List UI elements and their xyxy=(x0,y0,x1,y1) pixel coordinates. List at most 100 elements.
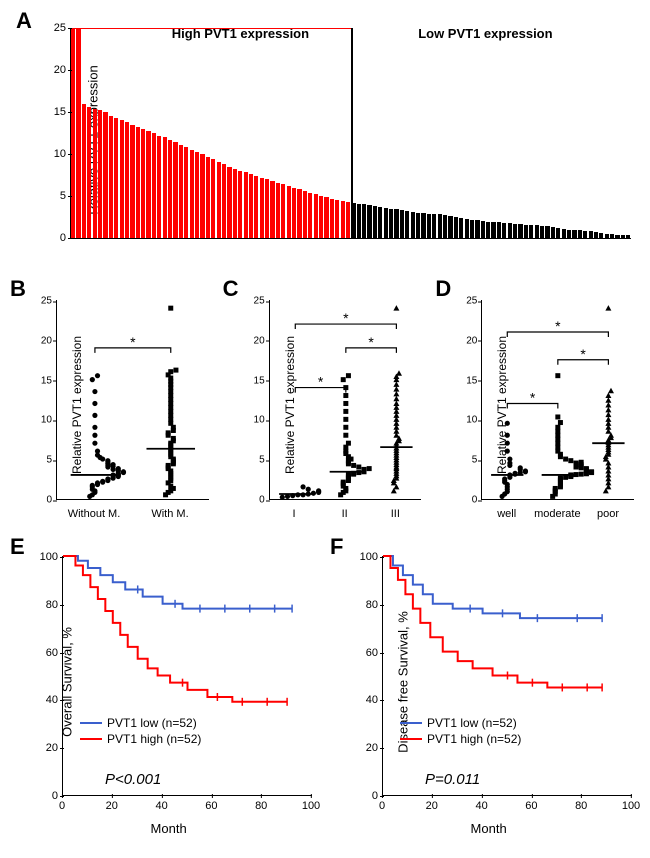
panel-a-bar xyxy=(297,189,301,238)
data-point xyxy=(279,495,284,500)
panel-a-bar xyxy=(163,137,167,238)
panel-a-bar xyxy=(308,193,312,238)
svg-text:*: * xyxy=(530,389,536,405)
data-point xyxy=(558,476,563,481)
panel-a-bar xyxy=(260,178,264,238)
data-point xyxy=(168,306,173,311)
panel-a-bar xyxy=(82,104,86,238)
panel-f-label: F xyxy=(330,534,343,560)
xtick: II xyxy=(342,508,348,520)
panel-a-bar xyxy=(222,164,226,238)
panel-a-bar xyxy=(249,174,253,238)
xtick: 100 xyxy=(622,800,640,812)
data-point xyxy=(579,472,584,477)
data-point xyxy=(92,441,97,446)
svg-text:*: * xyxy=(581,346,587,362)
panel-a-bar xyxy=(535,225,539,238)
data-point xyxy=(168,369,173,374)
panel-f-plot xyxy=(382,556,632,796)
legend-label: PVT1 low (n=52) xyxy=(107,716,197,730)
data-point xyxy=(579,460,584,465)
ytick: 20 xyxy=(354,742,378,754)
panel-a-bar xyxy=(529,225,533,238)
data-point xyxy=(393,396,399,401)
data-point xyxy=(606,412,612,417)
panel-a-bar xyxy=(190,150,194,238)
ytick: 100 xyxy=(354,551,378,563)
panel-a-bar xyxy=(421,213,425,238)
panel-a-bar xyxy=(459,218,463,238)
ytick: 40 xyxy=(354,694,378,706)
panel-a-bar xyxy=(556,228,560,238)
panel-a-bar xyxy=(416,213,420,238)
panel-a-bar xyxy=(281,184,285,238)
panel-a-bar xyxy=(594,232,598,238)
panel-a-label: A xyxy=(16,8,32,34)
panel-a-bar xyxy=(136,127,140,238)
ytick: 100 xyxy=(34,551,58,563)
panel-a-bar xyxy=(400,210,404,238)
panel-a-bar xyxy=(567,230,571,238)
panel-a-bar xyxy=(341,201,345,238)
panel-a-bar xyxy=(578,230,582,238)
panel-a-bar xyxy=(141,129,145,238)
data-point xyxy=(356,465,361,470)
row-ef: E Overall Survival, % Month 020406080100… xyxy=(10,538,640,838)
data-point xyxy=(505,441,510,446)
data-point xyxy=(393,386,399,391)
panel-a-bar xyxy=(195,152,199,238)
data-point xyxy=(92,413,97,418)
legend-label: PVT1 low (n=52) xyxy=(427,716,517,730)
xtick: 80 xyxy=(575,800,587,812)
panel-a-bar xyxy=(367,205,371,238)
data-point xyxy=(343,425,348,430)
data-point xyxy=(556,425,561,430)
panel-a-bar xyxy=(227,167,231,238)
data-point xyxy=(343,401,348,406)
panel-f: F Disease free Survival, % Month 0204060… xyxy=(330,538,640,838)
panel-c-label: C xyxy=(223,276,239,302)
panel-a-bar xyxy=(98,110,102,238)
ytick: 10 xyxy=(36,415,52,426)
legend-swatch xyxy=(80,722,102,725)
panel-a-bar xyxy=(615,235,619,238)
ytick: 15 xyxy=(461,375,477,386)
panel-a-bar xyxy=(76,28,80,238)
data-point xyxy=(343,417,348,422)
xtick: 60 xyxy=(205,800,217,812)
svg-text:*: * xyxy=(368,334,374,350)
xtick: 60 xyxy=(525,800,537,812)
data-point xyxy=(558,420,563,425)
svg-text:*: * xyxy=(318,374,324,390)
ytick: 0 xyxy=(36,495,52,506)
panel-e-xlabel: Month xyxy=(151,821,187,836)
panel-a-bar xyxy=(303,191,307,238)
data-point xyxy=(346,373,351,378)
panel-a-bar xyxy=(292,188,296,238)
data-point xyxy=(574,461,579,466)
ytick: 5 xyxy=(461,455,477,466)
panel-a-bar xyxy=(465,219,469,238)
panel-a-bar xyxy=(497,222,501,238)
legend-label: PVT1 high (n=52) xyxy=(427,732,521,746)
data-point xyxy=(584,466,589,471)
data-point xyxy=(300,484,305,489)
panel-a-bar xyxy=(384,208,388,238)
ytick: 80 xyxy=(354,599,378,611)
panel-c-plot: *** xyxy=(269,300,422,500)
data-point xyxy=(393,381,399,386)
panel-a-bar xyxy=(238,171,242,238)
panel-a-bar xyxy=(179,145,183,238)
ytick: 0 xyxy=(461,495,477,506)
data-point xyxy=(589,469,594,474)
panel-a-bar xyxy=(454,217,458,238)
panel-a-bar xyxy=(244,172,248,238)
xtick: III xyxy=(391,508,400,520)
panel-a-bar xyxy=(443,215,447,238)
panel-a-bar xyxy=(448,216,452,238)
data-point xyxy=(518,465,523,470)
xtick: 40 xyxy=(155,800,167,812)
data-point xyxy=(166,430,171,435)
panel-a-bar xyxy=(438,214,442,238)
xtick: 0 xyxy=(379,800,385,812)
